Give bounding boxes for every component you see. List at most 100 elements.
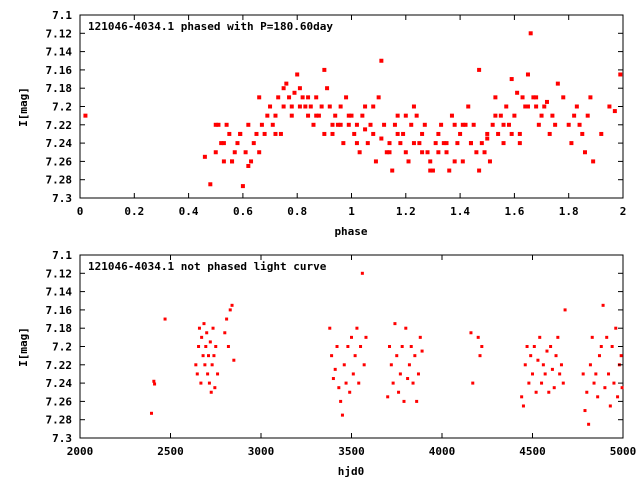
- phased-data-point: [588, 95, 593, 100]
- unphased-data-point: [549, 345, 553, 348]
- phased-data-point: [265, 113, 270, 118]
- phased-data-point: [259, 122, 264, 127]
- phased-data-point: [292, 90, 297, 95]
- phased-data-point: [314, 113, 319, 118]
- unphased-data-point: [200, 335, 204, 339]
- phased-x-tick-label: 0.6: [233, 205, 253, 218]
- phased-data-point: [555, 81, 560, 86]
- unphased-data-point: [163, 317, 167, 321]
- unphased-data-point: [359, 345, 363, 348]
- phased-y-tick-label: 7.22: [46, 119, 73, 132]
- phased-data-point: [221, 159, 226, 164]
- phased-data-point: [395, 131, 400, 136]
- phased-data-point: [202, 154, 207, 159]
- phased-data-point: [482, 150, 487, 155]
- phased-data-point: [287, 95, 292, 100]
- phased-data-point: [221, 141, 226, 146]
- phased-data-point: [471, 122, 476, 127]
- phased-data-point: [333, 113, 338, 118]
- unphased-data-point: [197, 345, 201, 348]
- phased-x-tick-label: 0.8: [287, 205, 307, 218]
- unphased-data-point: [594, 372, 598, 376]
- phased-data-point: [319, 104, 324, 109]
- phased-x-tick-label: 0.4: [179, 205, 199, 218]
- phased-data-point: [490, 122, 495, 127]
- phased-x-tick-label: 2: [620, 205, 627, 218]
- unphased-data-point: [360, 271, 364, 275]
- phased-data-point: [577, 122, 582, 127]
- unphased-data-point: [364, 335, 368, 339]
- phased-data-point: [572, 113, 577, 118]
- unphased-data-point: [402, 399, 406, 403]
- phased-data-point: [509, 77, 514, 82]
- phased-data-point: [216, 122, 221, 127]
- unphased-data-point: [201, 354, 205, 358]
- phased-data-point: [509, 131, 514, 136]
- unphased-data-point: [552, 386, 556, 390]
- unphased-data-point: [583, 409, 587, 413]
- unphased-x-tick-label: 5000: [610, 445, 637, 458]
- phased-x-ticks: 0 0.2 0.4 0.6 0.8 1 1.2 1.4 1.6 1.8 2: [77, 15, 627, 218]
- phased-y-tick-label: 7.16: [46, 64, 73, 77]
- phased-x-tick-label: 1.6: [504, 205, 524, 218]
- phased-data-point: [433, 141, 438, 146]
- phased-data-point: [254, 131, 259, 136]
- phased-data-point: [327, 104, 332, 109]
- unphased-data-point: [328, 326, 332, 330]
- unphased-data-point: [616, 395, 620, 399]
- unphased-x-tick-label: 4500: [519, 445, 546, 458]
- phased-data-point: [525, 72, 530, 77]
- phased-data-point: [306, 113, 311, 118]
- unphased-data-point: [545, 349, 549, 353]
- unphased-data-point: [415, 399, 419, 403]
- unphased-data-point: [607, 372, 611, 376]
- unphased-y-tick-label: 7.2: [52, 341, 72, 354]
- phased-x-tick-label: 0.2: [124, 205, 144, 218]
- unphased-data-point: [398, 372, 402, 376]
- phased-data-point: [335, 122, 340, 127]
- phased-x-tick-label: 1.8: [559, 205, 579, 218]
- unphased-data-point: [608, 404, 612, 408]
- phased-data-point: [485, 131, 490, 136]
- phased-data-point: [297, 104, 302, 109]
- unphased-x-axis-label: hjd0: [338, 465, 365, 478]
- phased-data-point: [585, 113, 590, 118]
- phased-data-point: [455, 141, 460, 146]
- phased-data-point: [512, 113, 517, 118]
- unphased-data-point: [225, 317, 229, 321]
- unphased-data-point: [418, 335, 422, 339]
- phased-data-point: [251, 141, 256, 146]
- phased-data-point: [460, 159, 465, 164]
- unphased-data-point: [619, 354, 623, 358]
- unphased-y-tick-label: 7.14: [46, 286, 73, 299]
- unphased-data-point: [203, 363, 207, 367]
- unphased-data-point: [599, 345, 603, 348]
- unphased-data-point: [471, 381, 475, 385]
- phased-data-point: [276, 95, 281, 100]
- unphased-data-point: [541, 363, 545, 367]
- phased-y-tick-label: 7.3: [52, 192, 72, 205]
- phased-y-tick-label: 7.1: [52, 9, 72, 22]
- phased-data-point: [387, 141, 392, 146]
- phased-data-point: [436, 131, 441, 136]
- unphased-data-point: [527, 381, 531, 385]
- unphased-data-point: [601, 303, 605, 307]
- unphased-data-point: [350, 335, 353, 339]
- phased-data-point: [525, 104, 530, 109]
- unphased-y-tick-label: 7.24: [46, 377, 73, 390]
- phased-data-point: [295, 72, 300, 77]
- phased-data-point: [257, 150, 262, 155]
- unphased-data-point: [536, 358, 540, 362]
- unphased-data-point: [339, 399, 343, 403]
- phased-data-point: [468, 141, 473, 146]
- phased-data-point: [460, 122, 465, 127]
- phased-data-point: [278, 131, 283, 136]
- phased-data-point: [542, 104, 547, 109]
- unphased-data-point: [592, 381, 596, 385]
- unphased-data-point: [478, 354, 482, 358]
- phased-data-point: [360, 113, 365, 118]
- unphased-data-point: [207, 354, 211, 358]
- phased-data-point: [246, 163, 251, 168]
